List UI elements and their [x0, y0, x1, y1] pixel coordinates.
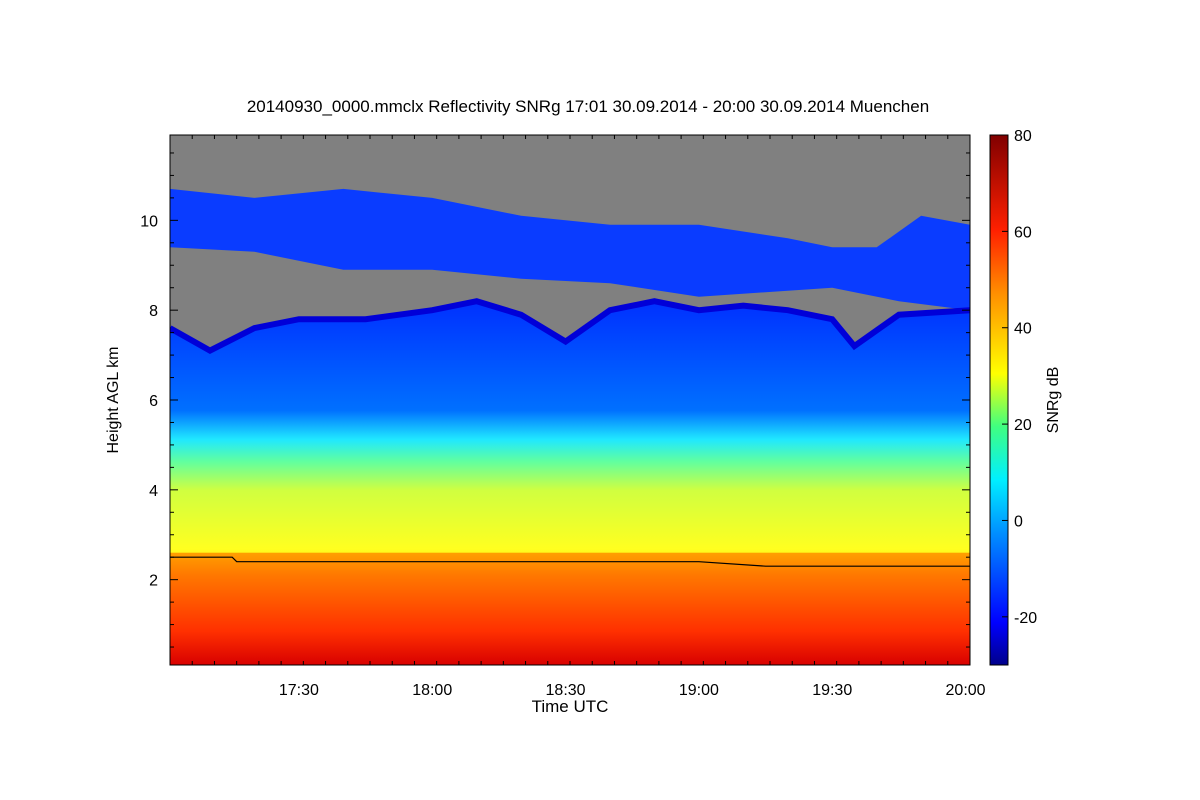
y-axis-label: Height AGL km	[105, 346, 122, 454]
rain-echo-below-melting-layer	[170, 552, 970, 665]
melting-layer-line	[170, 556, 970, 567]
x-axis: 17:30 18:00 18:30 19:00 19:30 20:00	[169, 135, 986, 699]
colorbar-tick-label: 20	[1014, 417, 1032, 434]
cirrus-echo-band	[170, 188, 970, 311]
x-tick-label: 17:30	[279, 682, 319, 699]
x-tick-label: 18:00	[412, 682, 452, 699]
y-tick-label: 4	[149, 483, 158, 500]
y-axis: 2 4 6 8 10	[140, 152, 970, 648]
x-tick-label: 20:00	[946, 682, 986, 699]
y-tick-label: 2	[149, 573, 158, 590]
x-axis-label: Time UTC	[531, 697, 609, 716]
colorbar-axis: -20 0 20 40 60 80	[1002, 128, 1037, 627]
colorbar-tick-label: 0	[1014, 513, 1023, 530]
chart-title: 20140930_0000.mmclx Reflectivity SNRg 17…	[246, 97, 930, 116]
colorbar-tick-label: -20	[1014, 610, 1037, 627]
x-tick-label: 19:30	[812, 682, 852, 699]
y-tick-label: 10	[140, 213, 158, 230]
x-tick-label: 18:30	[546, 682, 586, 699]
precipitation-echo-edge	[170, 298, 970, 355]
colorbar	[989, 134, 1009, 666]
colorbar-tick-label: 80	[1014, 128, 1032, 145]
colorbar-tick-label: 60	[1014, 224, 1032, 241]
y-tick-label: 6	[149, 393, 158, 410]
x-tick-label: 19:00	[679, 682, 719, 699]
colorbar-tick-label: 40	[1014, 321, 1032, 338]
y-tick-label: 8	[149, 303, 158, 320]
colorbar-label: SNRg dB	[1045, 366, 1062, 434]
